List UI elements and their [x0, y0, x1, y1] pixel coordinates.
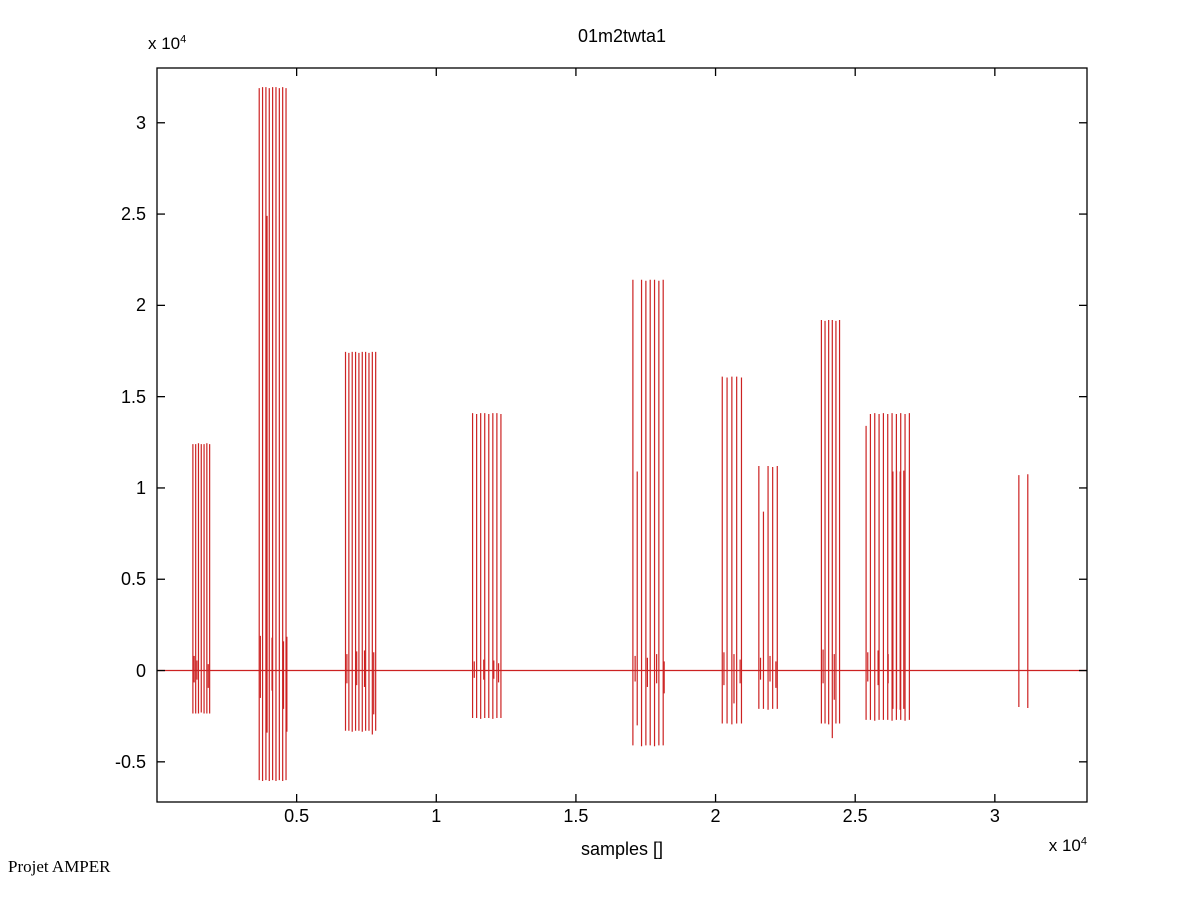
x-scale-base: x 10 [1048, 836, 1081, 855]
y-tick-label: 0 [135, 660, 146, 681]
x-tick-label: 1 [431, 806, 442, 826]
axes-box [156, 67, 1088, 803]
tick-marks [157, 68, 1087, 802]
y-axis-scale-label: x 104 [148, 34, 186, 54]
x-tick-label: 1.5 [563, 806, 589, 826]
x-tick-label: 2.5 [842, 806, 868, 826]
x-axis-scale-label: x 104 [937, 836, 1087, 856]
y-tick-label: 2.5 [120, 204, 146, 225]
y-tick-label: 0.5 [120, 569, 146, 590]
y-tick-label: -0.5 [114, 751, 146, 772]
project-watermark: Projet AMPER [8, 857, 111, 876]
x-tick-label: 0.5 [284, 806, 310, 826]
x-tick-label: 2 [710, 806, 721, 826]
chart-title: 01m2twta1 [577, 26, 667, 46]
x-tick-label: 3 [989, 806, 1000, 826]
waveform-spikes [192, 87, 1029, 782]
x-axis-label: samples [] [580, 839, 664, 859]
y-tick-label: 1.5 [120, 386, 146, 407]
x-scale-exponent: 4 [1080, 835, 1087, 848]
y-tick-label: 3 [135, 112, 146, 133]
y-tick-label: 1 [135, 477, 146, 498]
y-scale-exponent: 4 [180, 33, 187, 46]
y-scale-base: x 10 [148, 34, 181, 53]
y-tick-label: 2 [135, 295, 146, 316]
